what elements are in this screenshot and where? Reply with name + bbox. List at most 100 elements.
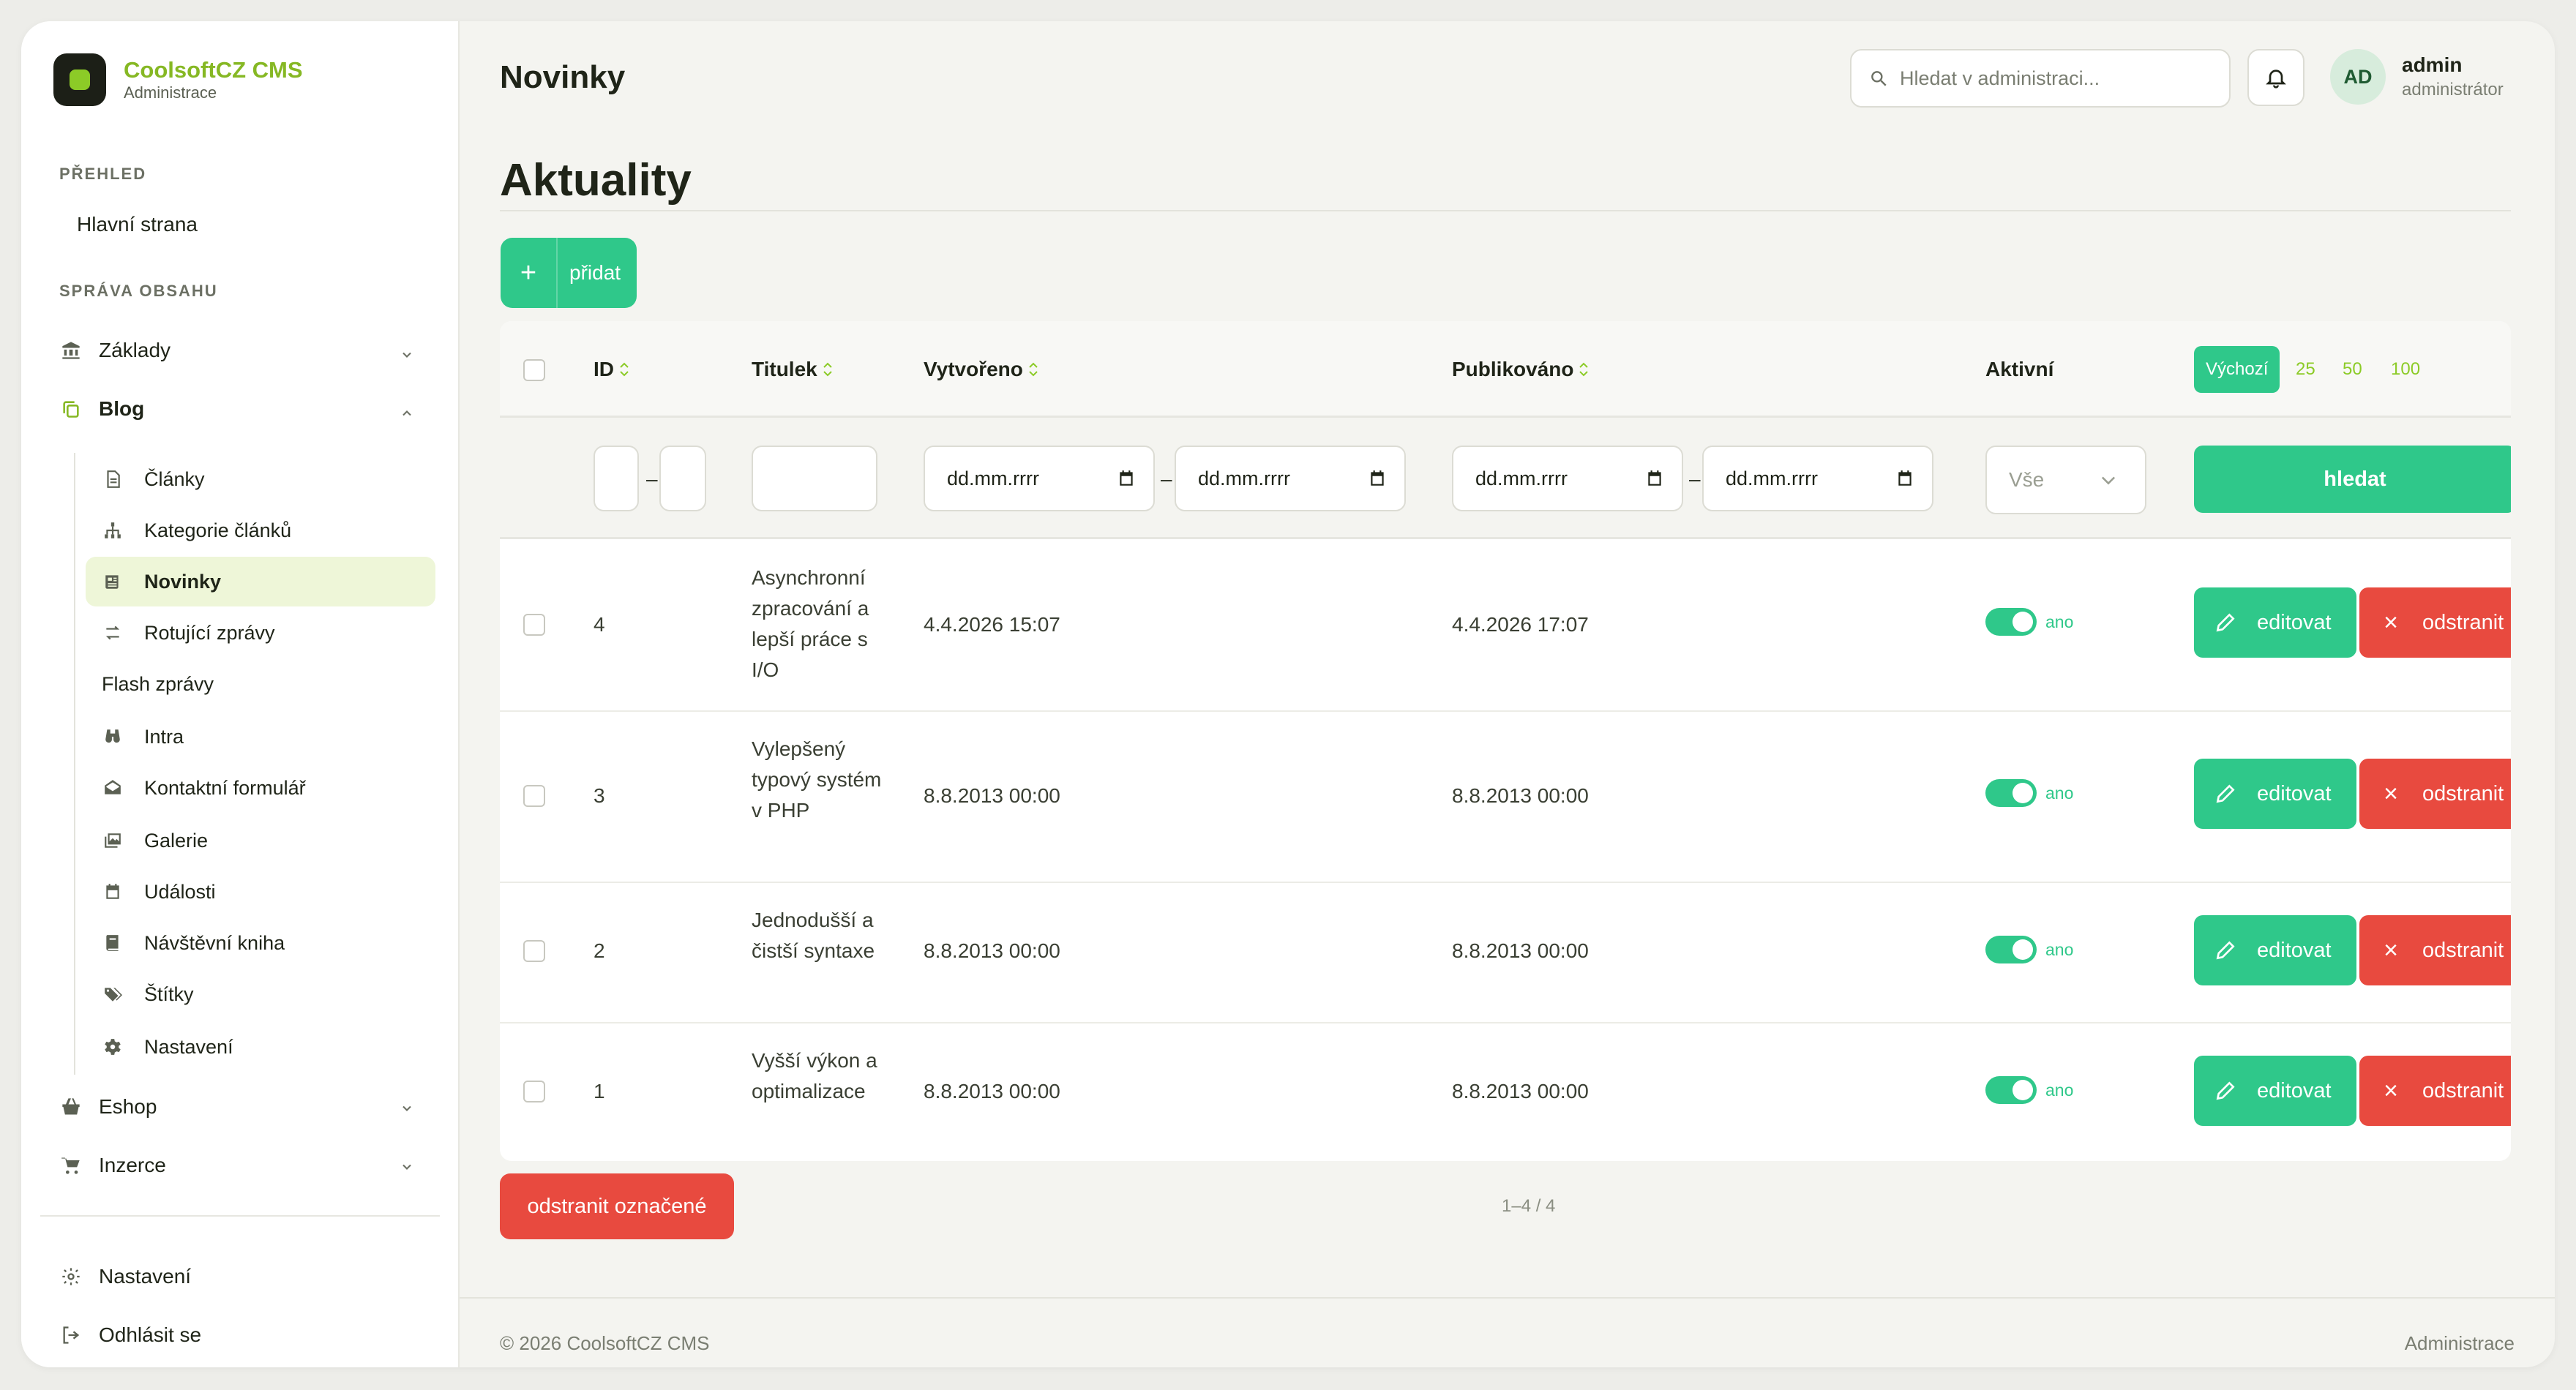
- sidebar-item-flash[interactable]: Flash zprávy: [86, 659, 435, 709]
- row-checkbox[interactable]: [523, 940, 545, 962]
- envelope-icon: [102, 777, 124, 799]
- close-icon: ×: [2384, 936, 2398, 964]
- avatar[interactable]: AD: [2330, 49, 2386, 105]
- calendar-icon[interactable]: [1895, 469, 1914, 488]
- pencil-icon: [2194, 782, 2257, 805]
- select-all-checkbox[interactable]: [523, 359, 545, 381]
- column-created[interactable]: Vytvořeno: [924, 358, 1039, 381]
- delete-button[interactable]: × odstranit: [2359, 915, 2511, 985]
- calendar-icon[interactable]: [1117, 469, 1136, 488]
- sidebar-item-label: Eshop: [99, 1095, 157, 1118]
- basket-icon: [59, 1095, 83, 1119]
- active-toggle[interactable]: [1985, 608, 2037, 636]
- column-active: Aktivní: [1985, 358, 2054, 380]
- gear-icon: [59, 1265, 83, 1288]
- sidebar-item-blog-nastaveni[interactable]: Nastavení: [86, 1022, 435, 1072]
- edit-button[interactable]: editovat: [2194, 587, 2356, 658]
- add-button[interactable]: + přidat: [501, 238, 637, 308]
- filter-created-from[interactable]: dd.mm.rrrr: [924, 446, 1155, 511]
- search-box[interactable]: [1850, 49, 2231, 108]
- per-page-default[interactable]: Výchozí: [2194, 346, 2280, 393]
- notifications-button[interactable]: [2247, 49, 2304, 106]
- sidebar-item-inzerce[interactable]: Inzerce: [59, 1154, 440, 1177]
- chevron-up-icon[interactable]: [400, 406, 414, 421]
- calendar-icon[interactable]: [1645, 469, 1664, 488]
- range-dash: –: [646, 467, 658, 490]
- cell-created: 8.8.2013 00:00: [924, 939, 1060, 962]
- sidebar-item-label: Základy: [99, 339, 171, 361]
- filter-created-to[interactable]: dd.mm.rrrr: [1175, 446, 1406, 511]
- sidebar-item-label: Intra: [144, 725, 184, 748]
- filter-title[interactable]: [752, 446, 877, 511]
- row-divider: [500, 1022, 2511, 1023]
- brand-title: CoolsoftCZ CMS: [124, 57, 303, 83]
- sidebar-item-label: Blog: [99, 397, 145, 420]
- sidebar-item-home[interactable]: Hlavní strana: [77, 213, 198, 236]
- sidebar-item-label: Kontaktní formulář: [144, 776, 306, 799]
- sidebar-item-blog[interactable]: Blog: [59, 397, 440, 421]
- row-checkbox[interactable]: [523, 785, 545, 807]
- section-title: Aktuality: [500, 155, 692, 206]
- sidebar-item-intra[interactable]: Intra: [86, 712, 435, 762]
- active-toggle[interactable]: [1985, 779, 2037, 807]
- filter-id-to[interactable]: [659, 446, 706, 511]
- sidebar-item-settings[interactable]: Nastavení: [59, 1265, 191, 1288]
- sidebar-item-label: Odhlásit se: [99, 1323, 202, 1346]
- per-page-25[interactable]: 25: [2296, 359, 2315, 379]
- calendar-icon: [102, 881, 124, 903]
- calendar-icon[interactable]: [1368, 469, 1387, 488]
- filter-published-from[interactable]: dd.mm.rrrr: [1452, 446, 1683, 511]
- per-page-100[interactable]: 100: [2391, 359, 2421, 379]
- edit-button[interactable]: editovat: [2194, 1056, 2356, 1126]
- sidebar-item-galerie[interactable]: Galerie: [86, 816, 435, 865]
- cell-id: 3: [594, 784, 605, 807]
- sidebar-item-stitky[interactable]: Štítky: [86, 969, 435, 1019]
- delete-button[interactable]: × odstranit: [2359, 1056, 2511, 1126]
- delete-button[interactable]: × odstranit: [2359, 759, 2511, 829]
- sidebar-item-rotujici[interactable]: Rotující zprávy: [86, 608, 435, 658]
- sidebar-item-kniha[interactable]: Návštěvní kniha: [86, 918, 435, 968]
- edit-button[interactable]: editovat: [2194, 759, 2356, 829]
- delete-marked-button[interactable]: odstranit označené: [500, 1173, 734, 1239]
- sidebar-item-label: Návštěvní kniha: [144, 931, 285, 954]
- row-checkbox[interactable]: [523, 1081, 545, 1102]
- active-toggle[interactable]: [1985, 936, 2037, 963]
- search-input[interactable]: [1900, 67, 2207, 90]
- cell-created: 8.8.2013 00:00: [924, 784, 1060, 807]
- pencil-icon: [2194, 611, 2257, 634]
- sidebar-item-kontakt[interactable]: Kontaktní formulář: [86, 763, 435, 813]
- sidebar-item-eshop[interactable]: Eshop: [59, 1095, 440, 1119]
- page-title: Novinky: [500, 59, 626, 95]
- active-label: ano: [2045, 940, 2074, 959]
- filter-published-to[interactable]: dd.mm.rrrr: [1702, 446, 1933, 511]
- cell-title: Jednodušší a čistší syntaxe: [752, 909, 875, 962]
- filter-search-button[interactable]: hledat: [2194, 446, 2511, 513]
- chevron-down-icon[interactable]: [400, 1101, 414, 1116]
- brand[interactable]: CoolsoftCZ CMS Administrace: [53, 53, 303, 106]
- chevron-down-icon[interactable]: [400, 1160, 414, 1174]
- active-toggle[interactable]: [1985, 1076, 2037, 1104]
- column-published[interactable]: Publikováno: [1452, 358, 1590, 381]
- sidebar-item-logout[interactable]: Odhlásit se: [59, 1323, 201, 1347]
- filter-active-select[interactable]: Vše: [1985, 446, 2146, 514]
- footer-copyright: © 2026 CoolsoftCZ CMS: [500, 1332, 710, 1354]
- sidebar-item-novinky[interactable]: Novinky: [86, 557, 435, 606]
- column-id[interactable]: ID: [594, 358, 630, 381]
- sidebar-item-clanky[interactable]: Články: [86, 454, 435, 504]
- sidebar-item-kategorie[interactable]: Kategorie článků: [86, 506, 435, 555]
- row-checkbox[interactable]: [523, 614, 545, 636]
- range-dash: –: [1689, 467, 1701, 490]
- chevron-down-icon: [2101, 476, 2116, 485]
- filter-id-from[interactable]: [594, 446, 639, 511]
- delete-button[interactable]: × odstranit: [2359, 587, 2511, 658]
- sidebar-item-label: Nastavení: [99, 1265, 192, 1288]
- sidebar-item-zaklady[interactable]: Základy: [59, 339, 440, 362]
- chevron-down-icon[interactable]: [400, 348, 414, 362]
- copy-icon: [59, 397, 83, 421]
- footer-link[interactable]: Administrace: [2404, 1332, 2515, 1354]
- sidebar-item-udalosti[interactable]: Události: [86, 867, 435, 917]
- column-title[interactable]: Titulek: [752, 358, 834, 381]
- per-page-50[interactable]: 50: [2343, 359, 2362, 379]
- arrows-icon: [102, 622, 124, 644]
- edit-button[interactable]: editovat: [2194, 915, 2356, 985]
